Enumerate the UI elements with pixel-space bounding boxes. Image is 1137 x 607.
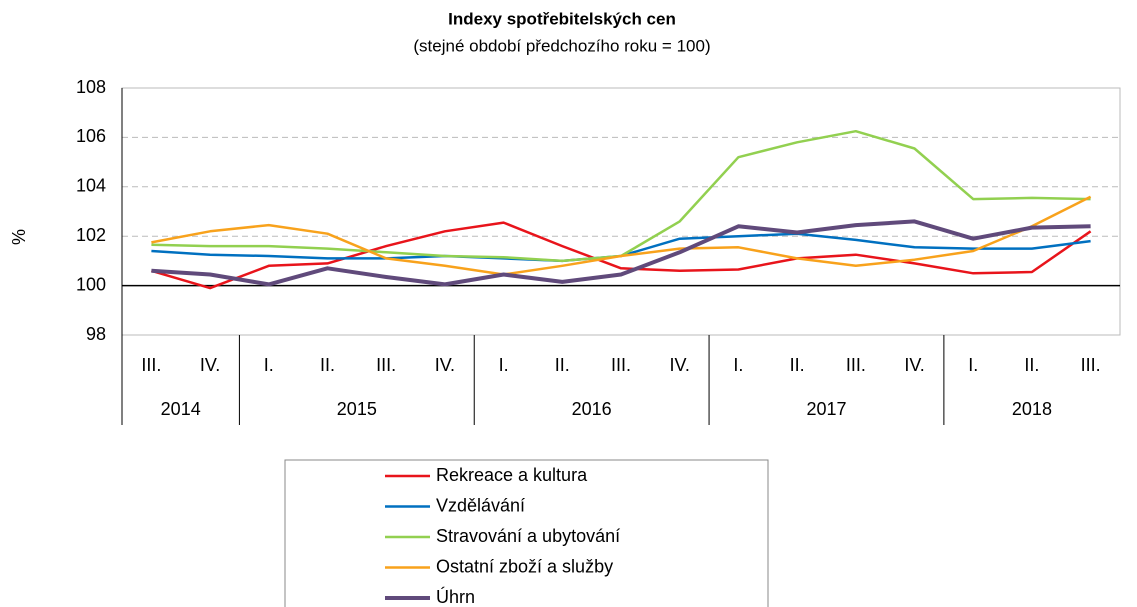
x-tick-label: III. — [611, 355, 631, 375]
plot-border — [121, 87, 1121, 336]
legend — [284, 459, 769, 607]
x-group-label: 2017 — [806, 399, 846, 419]
x-tick-label: I. — [264, 355, 274, 375]
x-tick-label: II. — [790, 355, 805, 375]
x-tick-label: II. — [555, 355, 570, 375]
x-tick-label: II. — [1024, 355, 1039, 375]
x-tick-label: I. — [968, 355, 978, 375]
y-tick-label: 106 — [76, 126, 106, 146]
y-tick-label: 102 — [76, 225, 106, 245]
y-axis-label: % — [9, 229, 29, 245]
x-tick-label: III. — [141, 355, 161, 375]
series-line — [151, 221, 1092, 290]
legend-label: Úhrn — [436, 586, 475, 607]
x-tick-label: IV. — [904, 355, 924, 375]
x-tick-label: IV. — [200, 355, 220, 375]
x-group-label: 2014 — [161, 399, 201, 419]
y-tick-label: 98 — [86, 324, 106, 344]
x-tick-label: II. — [320, 355, 335, 375]
x-tick-label: III. — [846, 355, 866, 375]
legend-label: Ostatní zboží a služby — [436, 556, 613, 576]
legend-label: Vzdělávání — [436, 495, 525, 515]
series-line — [151, 129, 1091, 263]
x-tick-label: III. — [376, 355, 396, 375]
x-group-label: 2016 — [572, 399, 612, 419]
legend-label: Rekreace a kultura — [436, 465, 588, 485]
x-tick-label: III. — [1081, 355, 1101, 375]
x-tick-label: I. — [499, 355, 509, 375]
y-tick-label: 104 — [76, 176, 106, 196]
legend-label: Stravování a ubytování — [436, 526, 620, 546]
x-group-label: 2015 — [337, 399, 377, 419]
x-tick-label: I. — [733, 355, 743, 375]
x-tick-label: IV. — [670, 355, 690, 375]
chart-title: Indexy spotřebitelských cen — [448, 9, 676, 28]
y-tick-label: 100 — [76, 274, 106, 294]
x-group-label: 2018 — [1012, 399, 1052, 419]
x-tick-label: IV. — [435, 355, 455, 375]
series-line — [151, 219, 1091, 287]
chart-subtitle: (stejné období předchozího roku = 100) — [413, 36, 710, 55]
y-tick-label: 108 — [76, 77, 106, 97]
series-line — [151, 195, 1092, 276]
